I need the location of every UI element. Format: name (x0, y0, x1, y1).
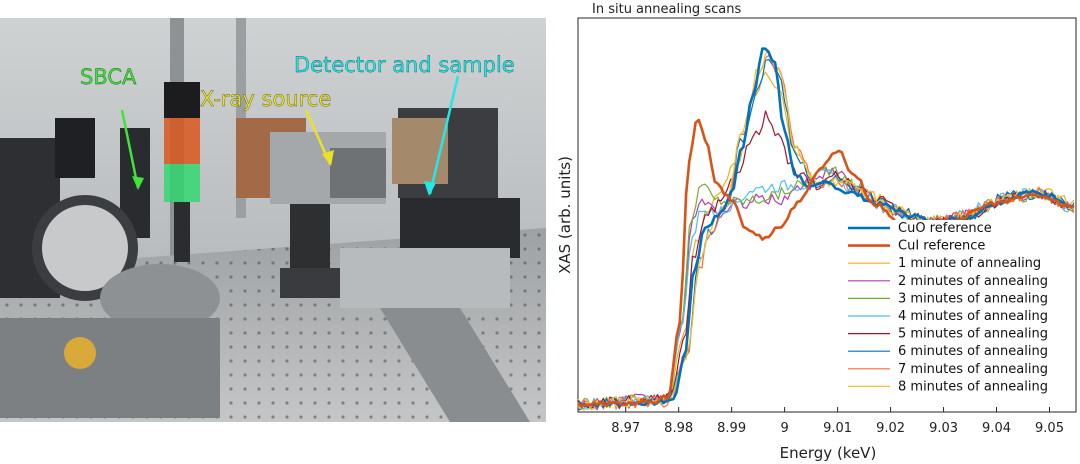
label-sbca: SBCA (80, 65, 137, 89)
sbca-crystal (32, 195, 138, 301)
x-tick-label: 8.97 (611, 421, 640, 436)
legend-label: 3 minutes of annealing (898, 291, 1048, 306)
y-axis-label: XAS (arb. units) (556, 156, 574, 274)
chart-title: In situ annealing scans (592, 2, 741, 17)
x-axis-ticks: 8.97 8.98 8.99 9 9.01 9.02 9.03 9.04 9.05 (611, 407, 1064, 436)
legend-label: CuO reference (898, 221, 992, 236)
legend-label: 2 minutes of annealing (898, 274, 1048, 289)
x-axis-label: Energy (keV) (780, 444, 877, 462)
series-layer (577, 47, 1075, 411)
x-tick-label: 9.01 (823, 421, 852, 436)
legend-label: 7 minutes of annealing (898, 362, 1048, 377)
label-detector-sample: Detector and sample (294, 53, 515, 77)
x-tick-label: 8.98 (664, 421, 693, 436)
x-tick-label: 9.03 (929, 421, 958, 436)
legend-label: 5 minutes of annealing (898, 327, 1048, 342)
signal-tower (164, 82, 200, 118)
legend-label: CuI reference (898, 239, 985, 254)
legend: CuO reference CuI reference 1 minute of an… (844, 220, 1072, 402)
x-tick-label: 9 (780, 421, 788, 436)
series-line-1 (577, 118, 1074, 408)
legend-box (844, 220, 1072, 402)
legend-label: 1 minute of annealing (898, 256, 1041, 271)
legend-label: 4 minutes of annealing (898, 309, 1048, 324)
legend-label: 6 minutes of annealing (898, 344, 1048, 359)
x-tick-label: 9.04 (982, 421, 1011, 436)
xas-chart: In situ annealing scans 8.97 8.98 8.99 9 9.0… (556, 2, 1077, 462)
x-tick-label: 9.02 (876, 421, 905, 436)
setup-photo: SBCA X-ray source Detector and sample (0, 18, 546, 422)
x-tick-label: 8.99 (717, 421, 746, 436)
x-tick-label: 9.05 (1035, 421, 1064, 436)
label-xray-source: X-ray source (200, 87, 331, 111)
legend-label: 8 minutes of annealing (898, 379, 1048, 394)
